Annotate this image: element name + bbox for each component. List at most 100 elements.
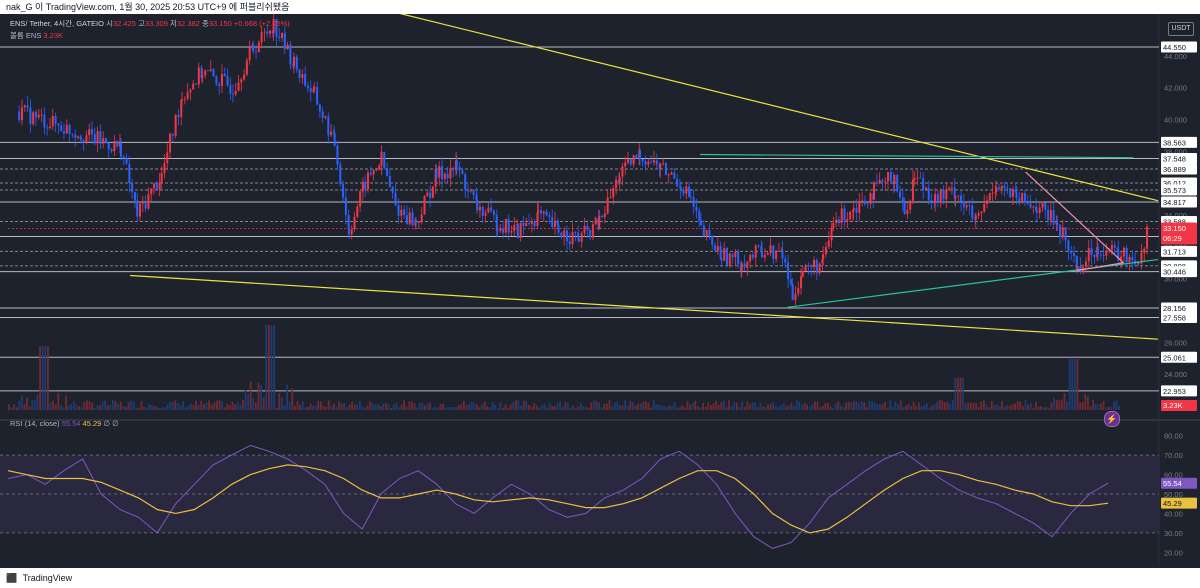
candle-body [954,196,957,199]
volume-bar [520,405,522,410]
volume-bar [681,405,684,410]
chart-canvas[interactable]: 44.00042.00040.00038.00036.00034.00032.0… [0,14,1200,588]
candle-body [29,107,32,124]
candle-body [215,76,218,85]
volume-bar [1079,402,1081,410]
volume-bar [1063,392,1066,410]
volume-bar [226,403,229,410]
candle-body [229,85,232,94]
candle-body [397,205,400,216]
candle-body [116,141,119,147]
volume-bar [247,394,249,410]
yellow-descending-lower-trendline[interactable] [130,274,1159,340]
volume-bar [889,400,892,410]
yellow-descending-upper-trendline[interactable] [391,14,1159,202]
candle-body [423,195,426,215]
candle-body [545,211,548,216]
volume-bar [902,407,905,410]
candle-body [662,162,665,164]
candle-body [769,245,772,254]
rsi-value: 55.54 [61,419,81,428]
rsi-tick-label: 40.00 [1164,509,1183,518]
volume-bar [954,377,957,410]
pink-rising-trendline[interactable] [1076,262,1124,272]
candle-body [922,177,925,190]
candle-body [431,186,434,198]
volume-bar [75,404,78,410]
volume-bar [351,401,353,410]
volume-bar [897,404,899,410]
candle-body [781,250,784,259]
candle-body [369,172,372,175]
volume-bar [746,401,749,410]
candle-body [554,220,557,228]
volume-bar [307,406,309,410]
volume-bar [980,401,983,410]
candle-body [1116,247,1119,250]
candle-body [731,253,734,258]
candle-body [775,251,778,259]
candle-body [594,218,597,225]
volume-bar [200,400,203,410]
rsi-label[interactable]: RSI (14, close) [10,419,60,428]
volume-bar [655,404,658,410]
volume-bar [145,407,148,410]
chart-area[interactable]: 44.00042.00040.00038.00036.00034.00032.0… [0,14,1200,588]
candle-body [37,114,40,118]
volume-bar [91,402,93,410]
volume-bar [567,402,569,410]
volume-bar [171,402,174,410]
candle-body [708,230,711,236]
volume-bar [905,405,907,410]
volume-bar [660,405,663,410]
volume-bar [73,401,75,410]
volume-bar [824,402,827,410]
volume-bar [223,407,226,410]
volume-bar [333,403,335,410]
candle-body [85,135,88,143]
candle-body [153,183,156,189]
volume-bar [580,403,582,410]
candle-body [20,107,23,121]
volume-bar [684,407,686,410]
volume-bar [1027,404,1029,410]
volume-bar [195,400,197,410]
volume-bar [892,407,894,410]
candle-body [919,177,922,179]
lightning-icon[interactable]: ⚡ [1104,411,1120,427]
candle-body [1018,198,1021,201]
pink-descending-trendline[interactable] [1025,171,1124,264]
volume-bar [855,401,858,410]
candle-body [361,181,364,192]
volume-bar [671,405,673,410]
volume-bar [777,407,780,410]
symbol-label[interactable]: ENS/ Tether, 4시간, GATEIO [10,19,104,28]
green-horizontal-trendline[interactable] [700,153,1134,159]
candle-body [644,161,647,165]
volume-bar [18,400,21,410]
rsi-tick-label: 80.00 [1164,432,1183,441]
candle-body [476,199,479,211]
volume-bar [1029,402,1032,410]
candle-body [734,251,737,258]
candle-body [589,229,592,238]
currency-button[interactable]: USDT [1168,22,1194,36]
volume-bar [151,405,153,410]
volume-bar [574,407,577,410]
candle-body [272,18,275,34]
candle-body [1137,262,1140,264]
volume-bar [476,404,478,410]
candle-body [378,165,381,170]
candle-body [1070,251,1073,254]
volume-bar [481,404,483,410]
volume-bar [372,403,374,410]
volume-bar [1058,400,1061,410]
candle-body [822,254,825,260]
low-label: 저 [169,19,177,28]
volume-bar [834,403,837,410]
volume-bar [962,377,964,410]
candle-body [1143,248,1146,253]
candle-body [821,259,824,264]
volume-bar [608,400,611,410]
candle-body [1099,254,1102,256]
